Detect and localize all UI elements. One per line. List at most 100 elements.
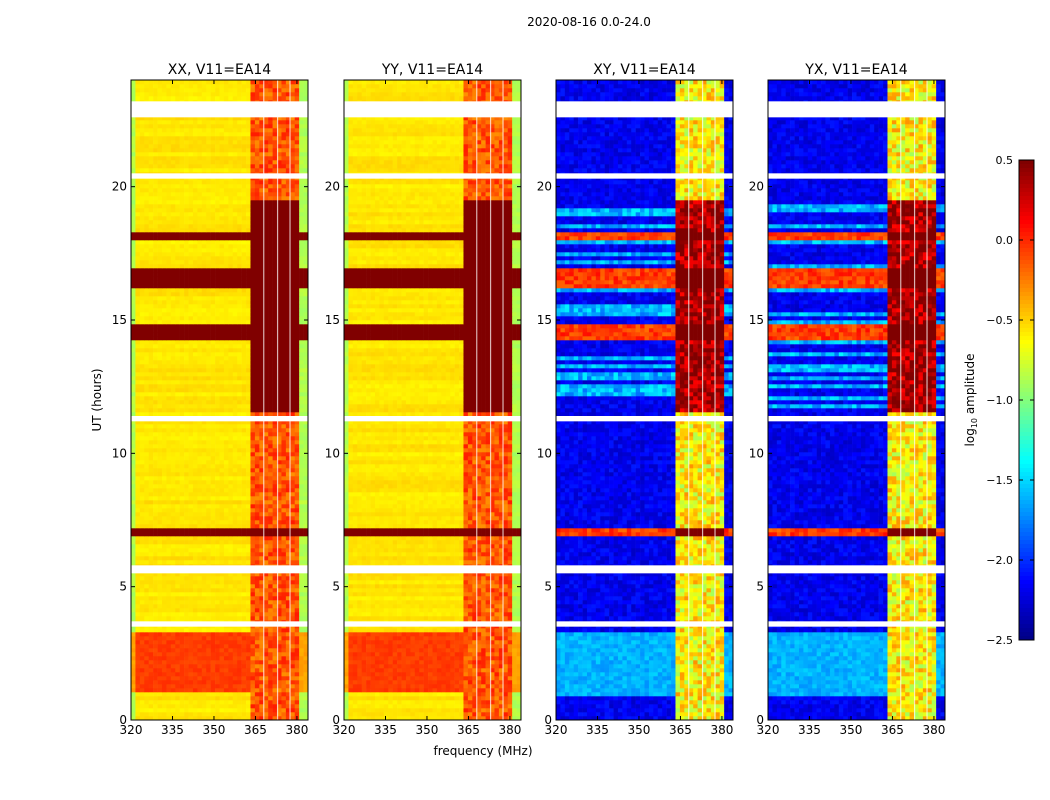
heatmap-cell (158, 276, 163, 280)
heatmap-cell (228, 556, 233, 560)
heatmap-cell (220, 476, 225, 480)
heatmap-cell (255, 552, 260, 556)
heatmap-cell (220, 220, 225, 224)
heatmap-cell (299, 424, 304, 428)
heatmap-cell (228, 276, 233, 280)
heatmap-cell (171, 672, 176, 676)
heatmap-cell (202, 672, 207, 676)
heatmap-cell (242, 312, 247, 316)
heatmap-cell (171, 372, 176, 376)
heatmap-cell (290, 556, 295, 560)
heatmap-cell (144, 320, 149, 324)
heatmap-cell (242, 480, 247, 484)
heatmap-cell (171, 256, 176, 260)
heatmap-cell (197, 324, 202, 328)
heatmap-cell (180, 428, 185, 432)
heatmap-cell (140, 352, 145, 356)
heatmap-cell (290, 604, 295, 608)
heatmap-cell (273, 448, 278, 452)
heatmap-cell (135, 652, 140, 656)
heatmap-cell (175, 688, 180, 692)
heatmap-cell (220, 380, 225, 384)
heatmap-cell (131, 688, 136, 692)
heatmap-cell (215, 604, 220, 608)
heatmap-cell (140, 360, 145, 364)
heatmap-cell (211, 392, 216, 396)
heatmap-cell (184, 696, 189, 700)
heatmap-cell (264, 372, 269, 376)
heatmap-cell (273, 556, 278, 560)
heatmap-cell (149, 584, 154, 588)
heatmap-cell (242, 448, 247, 452)
heatmap-cell (149, 604, 154, 608)
heatmap-cell (273, 256, 278, 260)
heatmap-cell (211, 356, 216, 360)
heatmap-cell (171, 308, 176, 312)
heatmap-cell (144, 616, 149, 620)
heatmap-cell (264, 616, 269, 620)
heatmap-cell (189, 408, 194, 412)
heatmap-cell (255, 272, 260, 276)
heatmap-cell (189, 348, 194, 352)
heatmap-cell (184, 400, 189, 404)
heatmap-cell (184, 392, 189, 396)
heatmap-cell (264, 476, 269, 480)
heatmap-cell (233, 428, 238, 432)
heatmap-cell (233, 676, 238, 680)
heatmap-cell (175, 252, 180, 256)
heatmap-cell (202, 636, 207, 640)
heatmap-cell (255, 652, 260, 656)
heatmap-cell (149, 352, 154, 356)
heatmap-cell (140, 656, 145, 660)
heatmap-cell (189, 704, 194, 708)
heatmap-cell (228, 664, 233, 668)
heatmap-cell (211, 528, 216, 532)
heatmap-cell (250, 432, 255, 436)
heatmap-cell (264, 360, 269, 364)
heatmap-cell (250, 632, 255, 636)
heatmap-cell (246, 552, 251, 556)
heatmap-cell (135, 484, 140, 488)
heatmap-cell (250, 236, 255, 240)
heatmap-cell (228, 608, 233, 612)
heatmap-cell (171, 524, 176, 528)
heatmap-cell (290, 596, 295, 600)
heatmap-cell (202, 348, 207, 352)
heatmap-cell (184, 384, 189, 388)
heatmap-cell (299, 504, 304, 508)
heatmap-cell (140, 232, 145, 236)
heatmap-cell (273, 536, 278, 540)
heatmap-cell (228, 396, 233, 400)
heatmap-cell (202, 552, 207, 556)
heatmap-cell (290, 548, 295, 552)
heatmap-cell (197, 636, 202, 640)
heatmap-cell (162, 696, 167, 700)
heatmap-cell (180, 232, 185, 236)
heatmap-cell (144, 696, 149, 700)
heatmap-cell (184, 648, 189, 652)
heatmap-cell (290, 364, 295, 368)
heatmap-cell (281, 616, 286, 620)
heatmap-cell (215, 540, 220, 544)
heatmap-cell (202, 424, 207, 428)
heatmap-cell (189, 492, 194, 496)
heatmap-cell (242, 404, 247, 408)
heatmap-cell (184, 516, 189, 520)
heatmap-cell (206, 480, 211, 484)
heatmap-cell (149, 432, 154, 436)
heatmap-cell (144, 452, 149, 456)
heatmap-cell (242, 264, 247, 268)
heatmap-cell (162, 700, 167, 704)
heatmap-cell (162, 244, 167, 248)
heatmap-cell (237, 544, 242, 548)
heatmap-cell (175, 712, 180, 716)
heatmap-cell (242, 268, 247, 272)
heatmap-cell (273, 280, 278, 284)
heatmap-cell (171, 528, 176, 532)
heatmap-cell (242, 584, 247, 588)
heatmap-cell (237, 300, 242, 304)
heatmap-cell (144, 504, 149, 508)
heatmap-cell (140, 460, 145, 464)
heatmap-cell (228, 544, 233, 548)
heatmap-cell (131, 452, 136, 456)
